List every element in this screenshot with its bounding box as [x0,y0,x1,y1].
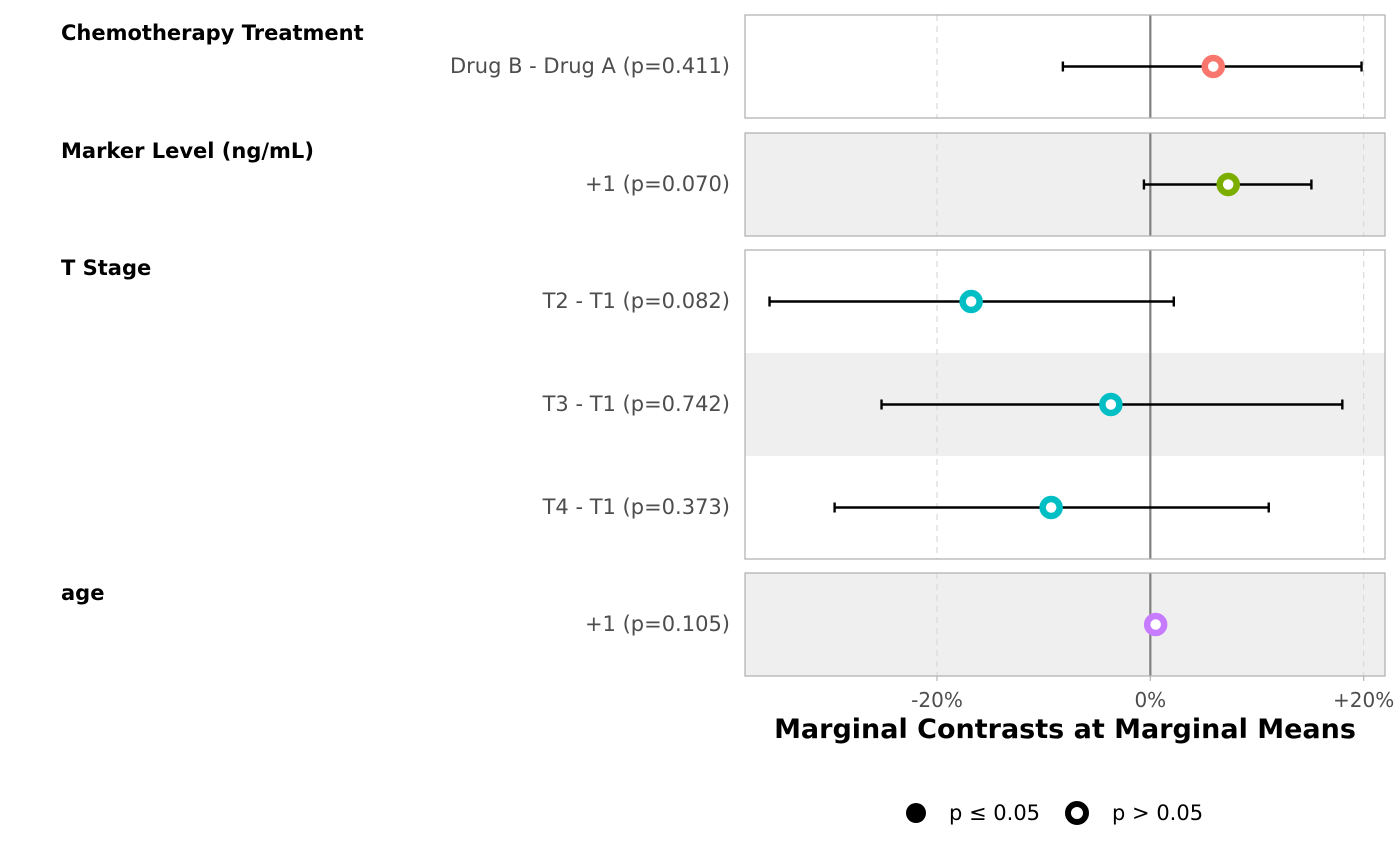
estimate-point [1216,172,1240,197]
estimate-point [1039,495,1063,520]
legend: p ≤ 0.05 p > 0.05 [905,798,1227,828]
row-label: +1 (p=0.070) [584,171,730,196]
legend-label-not-significant: p > 0.05 [1112,801,1204,825]
group-title: age [61,581,105,605]
legend-label-significant: p ≤ 0.05 [949,801,1041,825]
estimate-point [1143,612,1168,637]
row-label: T3 - T1 (p=0.742) [542,391,730,416]
row-label: T4 - T1 (p=0.373) [542,494,730,519]
row-background [745,573,1385,676]
row-label: T2 - T1 (p=0.082) [542,288,730,313]
panel-border [744,249,1386,560]
x-tick-label: -20% [911,688,963,712]
group-title: T Stage [61,256,152,280]
x-tick-label: 0% [1134,688,1167,712]
filled-circle-icon [906,803,926,823]
panel-border [744,132,1386,237]
group-title: Chemotherapy Treatment [61,21,364,45]
legend-item-not-significant: p > 0.05 [1064,800,1203,826]
row-label: +1 (p=0.105) [584,611,730,636]
estimate-point [1201,54,1226,79]
estimate-point [959,289,983,314]
legend-item-significant: p ≤ 0.05 [905,801,1040,825]
group-title: Marker Level (ng/mL) [61,139,314,163]
estimate-point [1099,392,1123,417]
panel-border [744,14,1386,119]
x-tick-label: +20% [1333,688,1395,712]
row-label: Drug B - Drug A (p=0.411) [449,53,730,78]
panel-border [744,572,1386,677]
open-circle-icon [1065,801,1090,825]
x-axis-title: Marginal Contrasts at Marginal Means [774,714,1356,745]
